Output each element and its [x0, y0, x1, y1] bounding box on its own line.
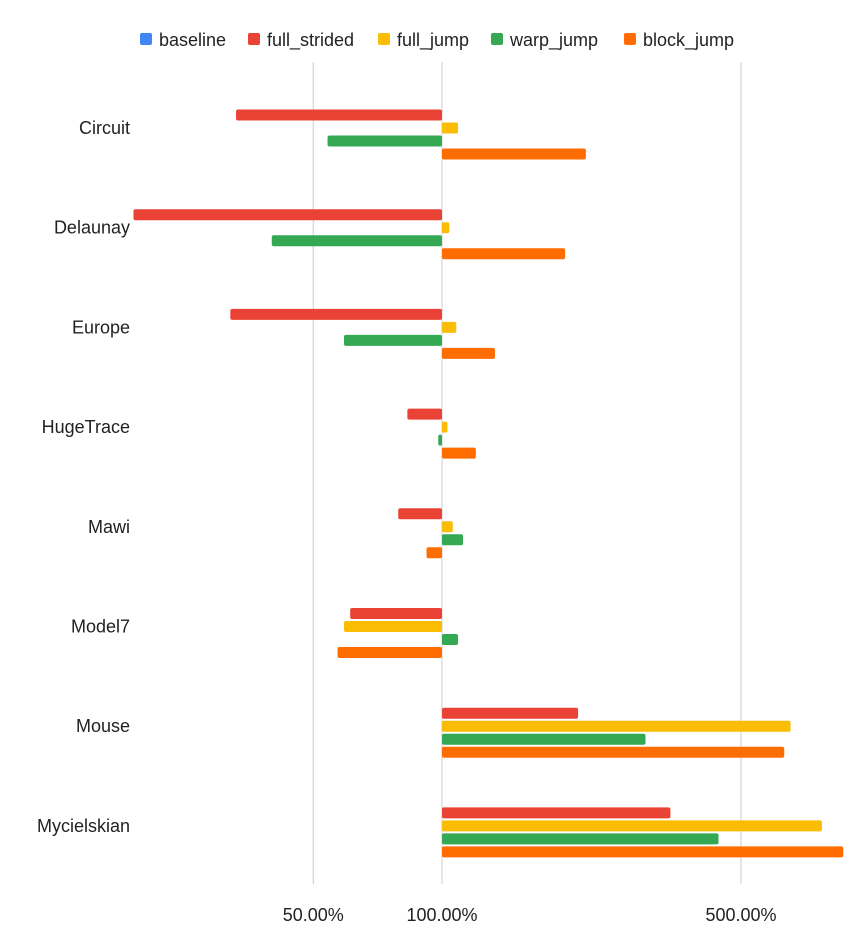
legend-swatch-warp_jump	[491, 33, 503, 45]
legend-label-block_jump: block_jump	[643, 30, 734, 51]
bar-full_strided	[350, 608, 442, 619]
bar-full_strided	[442, 807, 671, 819]
bar-block_jump	[442, 248, 566, 260]
bar-block_jump	[442, 846, 844, 858]
bar-warp_jump	[442, 833, 719, 845]
legend-swatch-block_jump	[624, 33, 636, 45]
bar-full_strided	[230, 308, 442, 320]
legend-label-full_strided: full_strided	[267, 30, 354, 51]
bar-block_jump	[442, 347, 495, 359]
x-tick-label: 500.00%	[705, 905, 776, 925]
legend-label-warp_jump: warp_jump	[509, 30, 598, 51]
legend-swatch-baseline	[140, 33, 152, 45]
bar-full_jump	[442, 820, 822, 832]
bar-warp_jump	[442, 534, 464, 546]
category-label: Model7	[71, 617, 130, 637]
category-label: Mouse	[76, 716, 130, 736]
bar-warp_jump	[271, 235, 442, 247]
bar-block_jump	[426, 547, 442, 559]
bar-full_strided	[133, 209, 443, 221]
x-tick-labels: 50.00% 100.00% 500.00%	[283, 905, 777, 925]
legend-swatch-full_jump	[378, 33, 390, 45]
bar-block_jump	[442, 148, 586, 160]
bar-full_jump	[343, 621, 442, 632]
x-tick-label: 100.00%	[406, 905, 477, 925]
bar-warp_jump	[442, 634, 459, 645]
bar-full_strided	[398, 508, 442, 520]
legend-swatch-full_strided	[248, 33, 260, 45]
category-label: Mycielskian	[37, 816, 130, 836]
bar-block_jump	[337, 647, 442, 658]
legend-label-baseline: baseline	[159, 30, 226, 50]
category-label: HugeTrace	[42, 417, 130, 437]
bar-full_strided	[407, 408, 442, 420]
category-label: Delaunay	[54, 218, 130, 238]
x-tick-label: 50.00%	[283, 905, 344, 925]
bar-full_jump	[442, 122, 459, 134]
bar-full_strided	[442, 707, 579, 719]
bar-full_jump	[442, 421, 448, 433]
bars	[133, 96, 844, 858]
category-label: Mawi	[88, 517, 130, 537]
gridlines	[312, 62, 742, 884]
category-label: Circuit	[79, 118, 130, 138]
category-labels: Circuit Delaunay Europe HugeTrace Mawi Model7…	[37, 118, 130, 836]
legend-label-full_jump: full_jump	[397, 30, 469, 51]
bar-warp_jump	[343, 334, 442, 346]
bar-full_jump	[442, 321, 457, 333]
bar-warp_jump	[442, 733, 646, 745]
bar-full_jump	[442, 222, 450, 234]
bar-warp_jump	[327, 135, 442, 147]
bar-warp_jump	[438, 434, 442, 446]
bar-full_jump	[442, 521, 453, 533]
category-label: Europe	[72, 317, 130, 337]
bar-full_jump	[442, 720, 791, 732]
legend: baseline full_strided full_jump warp_jump bl…	[140, 30, 734, 51]
bar-block_jump	[442, 447, 476, 459]
bar-block_jump	[442, 746, 785, 758]
bar-full_strided	[236, 109, 442, 121]
